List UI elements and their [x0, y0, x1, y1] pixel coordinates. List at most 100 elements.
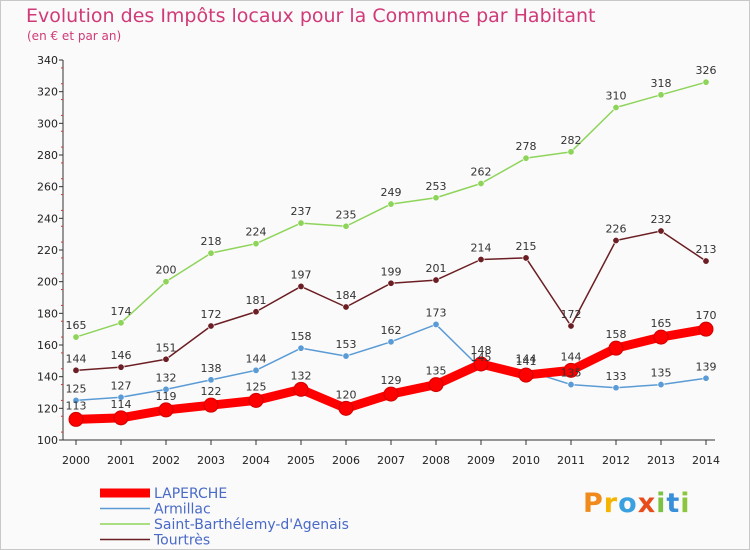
data-point — [342, 222, 350, 230]
data-label: 310 — [606, 90, 627, 103]
chart-title: Evolution des Impôts locaux pour la Comm… — [26, 5, 596, 27]
legend-entry: Saint-Barthélemy-d'Agenais — [154, 517, 349, 533]
data-label: 114 — [111, 398, 132, 411]
data-point — [612, 237, 620, 245]
y-tick-label: 140 — [37, 371, 58, 384]
data-label: 282 — [561, 134, 582, 147]
data-point — [387, 279, 395, 287]
data-point — [68, 411, 84, 427]
data-point — [117, 363, 125, 371]
data-label: 181 — [246, 294, 267, 307]
y-tick-label: 120 — [37, 402, 58, 415]
series-layer — [68, 78, 714, 427]
series-line — [75, 81, 707, 338]
data-label: 278 — [516, 140, 537, 153]
data-point — [252, 308, 260, 316]
data-label: 197 — [291, 268, 312, 281]
data-label: 158 — [606, 328, 627, 341]
legend-entry: Armillac — [154, 502, 211, 518]
data-point — [653, 329, 669, 345]
data-label: 318 — [651, 77, 672, 90]
data-point — [563, 362, 579, 378]
data-label: 158 — [291, 330, 312, 343]
data-label: 120 — [336, 388, 357, 401]
data-label: 235 — [336, 208, 357, 221]
data-label: 144 — [246, 352, 267, 365]
chart-subtitle: (en € et par an) — [27, 29, 122, 43]
y-tick-label: 160 — [37, 339, 58, 352]
data-point — [698, 321, 714, 337]
data-point — [387, 200, 395, 208]
x-tick-label: 2012 — [602, 454, 630, 467]
legend: LAPERCHEArmillacSaint-Barthélemy-d'Agena… — [100, 486, 349, 549]
data-point — [612, 104, 620, 112]
data-label: 135 — [426, 365, 447, 378]
data-point — [72, 333, 80, 341]
data-label: 138 — [201, 362, 222, 375]
data-point — [342, 303, 350, 311]
logo-letter: i — [680, 488, 691, 519]
y-tick-label: 200 — [37, 276, 58, 289]
x-tick-label: 2014 — [692, 454, 720, 467]
data-label: 199 — [381, 265, 402, 278]
data-point — [252, 240, 260, 248]
data-point — [567, 381, 575, 389]
data-label: 162 — [381, 324, 402, 337]
data-point — [207, 322, 215, 330]
data-label: 133 — [606, 370, 627, 383]
data-label: 125 — [246, 380, 267, 393]
data-label: 253 — [426, 180, 447, 193]
data-point — [162, 278, 170, 286]
data-label: 151 — [156, 341, 177, 354]
data-point — [207, 249, 215, 257]
legend-entry: Tourtrès — [153, 533, 210, 549]
data-label: 139 — [696, 360, 717, 373]
y-tick-label: 240 — [37, 212, 58, 225]
data-point — [338, 400, 354, 416]
data-point — [702, 78, 710, 86]
data-point — [657, 227, 665, 235]
data-label: 200 — [156, 264, 177, 277]
data-point — [252, 366, 260, 374]
data-point — [162, 355, 170, 363]
data-point — [657, 381, 665, 389]
logo-letter: o — [618, 488, 638, 519]
data-point — [158, 402, 174, 418]
data-label: 141 — [516, 355, 537, 368]
data-label: 249 — [381, 186, 402, 199]
data-point — [207, 376, 215, 384]
x-tick-label: 2011 — [557, 454, 585, 467]
data-label: 153 — [336, 338, 357, 351]
data-label: 129 — [381, 374, 402, 387]
data-point — [522, 254, 530, 262]
x-tick-label: 2000 — [62, 454, 90, 467]
y-tick-label: 220 — [37, 244, 58, 257]
x-tick-label: 2005 — [287, 454, 315, 467]
y-tick-label: 100 — [37, 434, 58, 447]
data-point — [113, 410, 129, 426]
y-tick-label: 340 — [37, 54, 58, 67]
data-point — [432, 276, 440, 284]
logo-letter: x — [637, 488, 657, 519]
data-label: 218 — [201, 235, 222, 248]
data-point — [162, 385, 170, 393]
data-label: 135 — [561, 367, 582, 380]
data-label: 165 — [651, 317, 672, 330]
y-tick-label: 260 — [37, 181, 58, 194]
data-point — [612, 384, 620, 392]
logo-letter: r — [603, 488, 619, 519]
x-tick-label: 2013 — [647, 454, 675, 467]
y-tick-label: 300 — [37, 117, 58, 130]
x-tick-label: 2006 — [332, 454, 360, 467]
data-label: 226 — [606, 223, 627, 236]
data-point — [72, 366, 80, 374]
data-point — [428, 377, 444, 393]
data-label: 172 — [561, 308, 582, 321]
data-label: 232 — [651, 213, 672, 226]
x-tick-label: 2003 — [197, 454, 225, 467]
data-label: 214 — [471, 242, 492, 255]
data-point — [477, 255, 485, 263]
data-labels-layer: 165 174 200 218 224 237 235 249 253 262 278 282 310 3… — [66, 64, 717, 412]
